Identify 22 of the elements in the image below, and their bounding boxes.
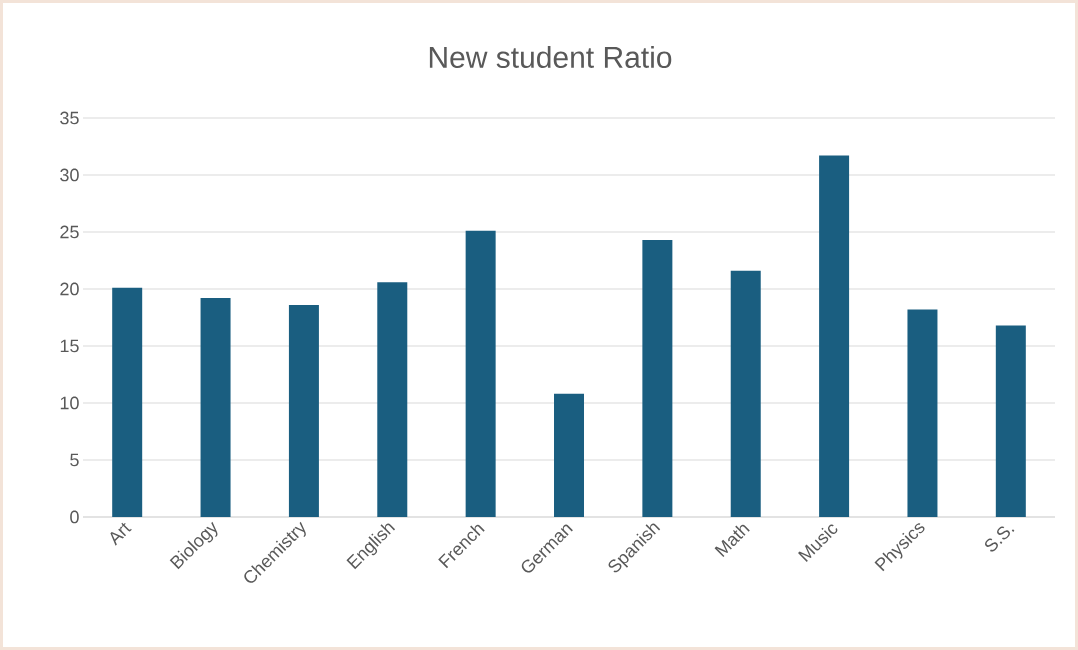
bar bbox=[200, 298, 231, 517]
chart-title: New student Ratio bbox=[429, 45, 672, 69]
bar bbox=[819, 155, 850, 517]
y-tick-label: 30 bbox=[60, 168, 79, 182]
bar bbox=[465, 230, 496, 517]
bar bbox=[554, 393, 585, 517]
bar bbox=[288, 304, 319, 517]
x-tick-label: Art bbox=[110, 522, 132, 546]
bar bbox=[377, 282, 408, 517]
bar bbox=[730, 270, 761, 517]
y-tick-label: 35 bbox=[60, 111, 79, 125]
y-tick-label: 25 bbox=[60, 225, 79, 239]
bar bbox=[907, 309, 938, 517]
y-tick-label: 5 bbox=[70, 453, 79, 467]
bar bbox=[642, 239, 673, 517]
y-tick-label: 20 bbox=[60, 282, 79, 296]
y-tick-label: 10 bbox=[60, 396, 79, 410]
x-tick-label: S.S. bbox=[985, 526, 1015, 552]
bar bbox=[995, 325, 1026, 517]
y-tick-label: 0 bbox=[70, 510, 79, 524]
y-tick-label: 15 bbox=[60, 339, 79, 353]
bar bbox=[112, 287, 143, 517]
